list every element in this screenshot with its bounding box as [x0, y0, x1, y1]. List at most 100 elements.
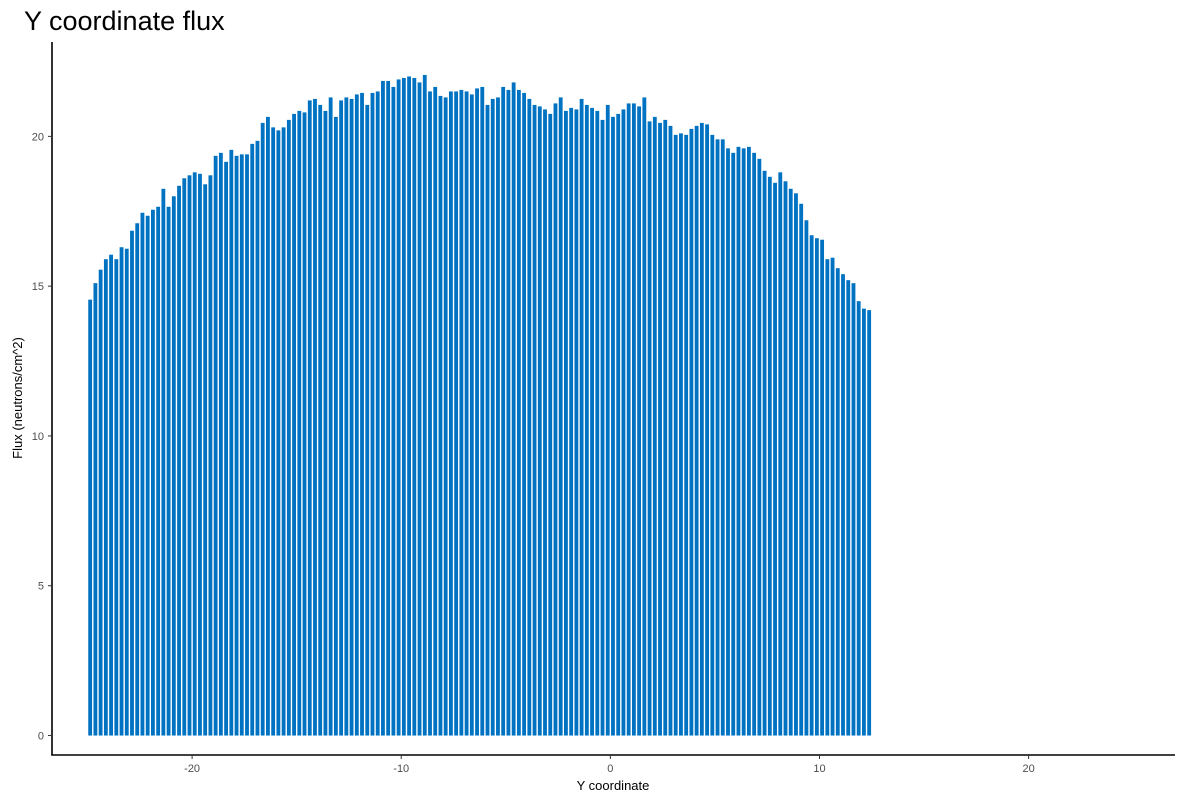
y-tick-label: 15 [32, 281, 44, 293]
bar [396, 79, 401, 736]
bar [391, 86, 396, 736]
bar [637, 106, 642, 736]
bar [166, 206, 171, 736]
bar [307, 100, 312, 736]
bar [302, 112, 307, 736]
bar [130, 230, 134, 736]
bar [506, 89, 511, 736]
bar [464, 91, 469, 736]
bar [422, 74, 427, 736]
bar [459, 89, 464, 736]
bar [574, 109, 579, 736]
bar [266, 116, 270, 736]
y-axis-title: Flux (neutrons/cm^2) [10, 337, 25, 459]
bar [407, 76, 411, 736]
bar [684, 134, 689, 736]
bar [349, 98, 354, 736]
bar [281, 127, 286, 736]
bar [720, 139, 725, 736]
y-axis-ticks: 0 5 10 15 20 [32, 131, 52, 743]
x-tick-label: 20 [1022, 763, 1034, 775]
bar [553, 103, 558, 736]
bar [668, 125, 673, 736]
bar [480, 86, 485, 736]
bar [271, 127, 276, 736]
bar [433, 86, 438, 736]
bar [584, 104, 589, 736]
bar [454, 91, 459, 736]
bar [156, 206, 161, 736]
bar [171, 196, 176, 736]
bar [114, 259, 119, 736]
bar [365, 104, 370, 736]
bar [731, 152, 736, 736]
x-tick-label: 0 [607, 763, 613, 775]
bar [658, 122, 662, 736]
bar [490, 98, 495, 736]
bar [224, 161, 229, 736]
bar [773, 182, 777, 736]
bar [292, 113, 296, 736]
bar [103, 259, 108, 736]
bar [548, 113, 553, 736]
bar [799, 203, 804, 736]
y-tick-label: 20 [32, 131, 44, 143]
bar [757, 158, 762, 736]
chart-title: Y coordinate flux [24, 6, 225, 36]
bar [705, 124, 709, 736]
bar [736, 146, 741, 736]
bar [783, 181, 788, 736]
bar [746, 146, 751, 736]
bar [679, 133, 683, 736]
bar [245, 154, 249, 736]
bar [631, 103, 636, 736]
bar [313, 98, 317, 736]
bar [652, 116, 657, 736]
bar [605, 104, 610, 736]
bar [339, 100, 344, 736]
bar [208, 175, 213, 736]
x-tick-label: -10 [393, 763, 409, 775]
bar [260, 122, 265, 736]
bar [673, 134, 678, 736]
bar [333, 116, 338, 736]
bar [835, 268, 840, 736]
bars-group [88, 74, 872, 736]
bar [448, 91, 453, 736]
bar [297, 110, 302, 736]
bar [239, 154, 244, 736]
bar [360, 92, 364, 736]
bar [198, 173, 202, 736]
y-tick-label: 0 [38, 731, 44, 743]
bar [276, 130, 281, 736]
bar [726, 148, 730, 736]
bar [177, 185, 181, 736]
bar [401, 77, 406, 736]
bar [417, 82, 422, 736]
bar [809, 235, 814, 736]
bar [590, 107, 594, 736]
bar [255, 140, 260, 736]
bar [814, 238, 819, 736]
bar [804, 220, 809, 736]
bar [344, 97, 349, 736]
bar [647, 121, 652, 736]
bar [438, 95, 443, 736]
bar [229, 149, 234, 736]
bar [135, 223, 140, 736]
bar [595, 110, 600, 736]
bar [511, 82, 516, 736]
bar [767, 176, 772, 736]
bar [600, 119, 605, 736]
bar [323, 110, 328, 736]
bar [564, 110, 568, 736]
bar [192, 172, 197, 736]
bar [794, 193, 798, 736]
bar [354, 94, 359, 736]
bar [182, 178, 187, 736]
bar [234, 155, 239, 736]
bar [820, 239, 825, 736]
bar [119, 247, 124, 736]
bar [318, 104, 323, 736]
